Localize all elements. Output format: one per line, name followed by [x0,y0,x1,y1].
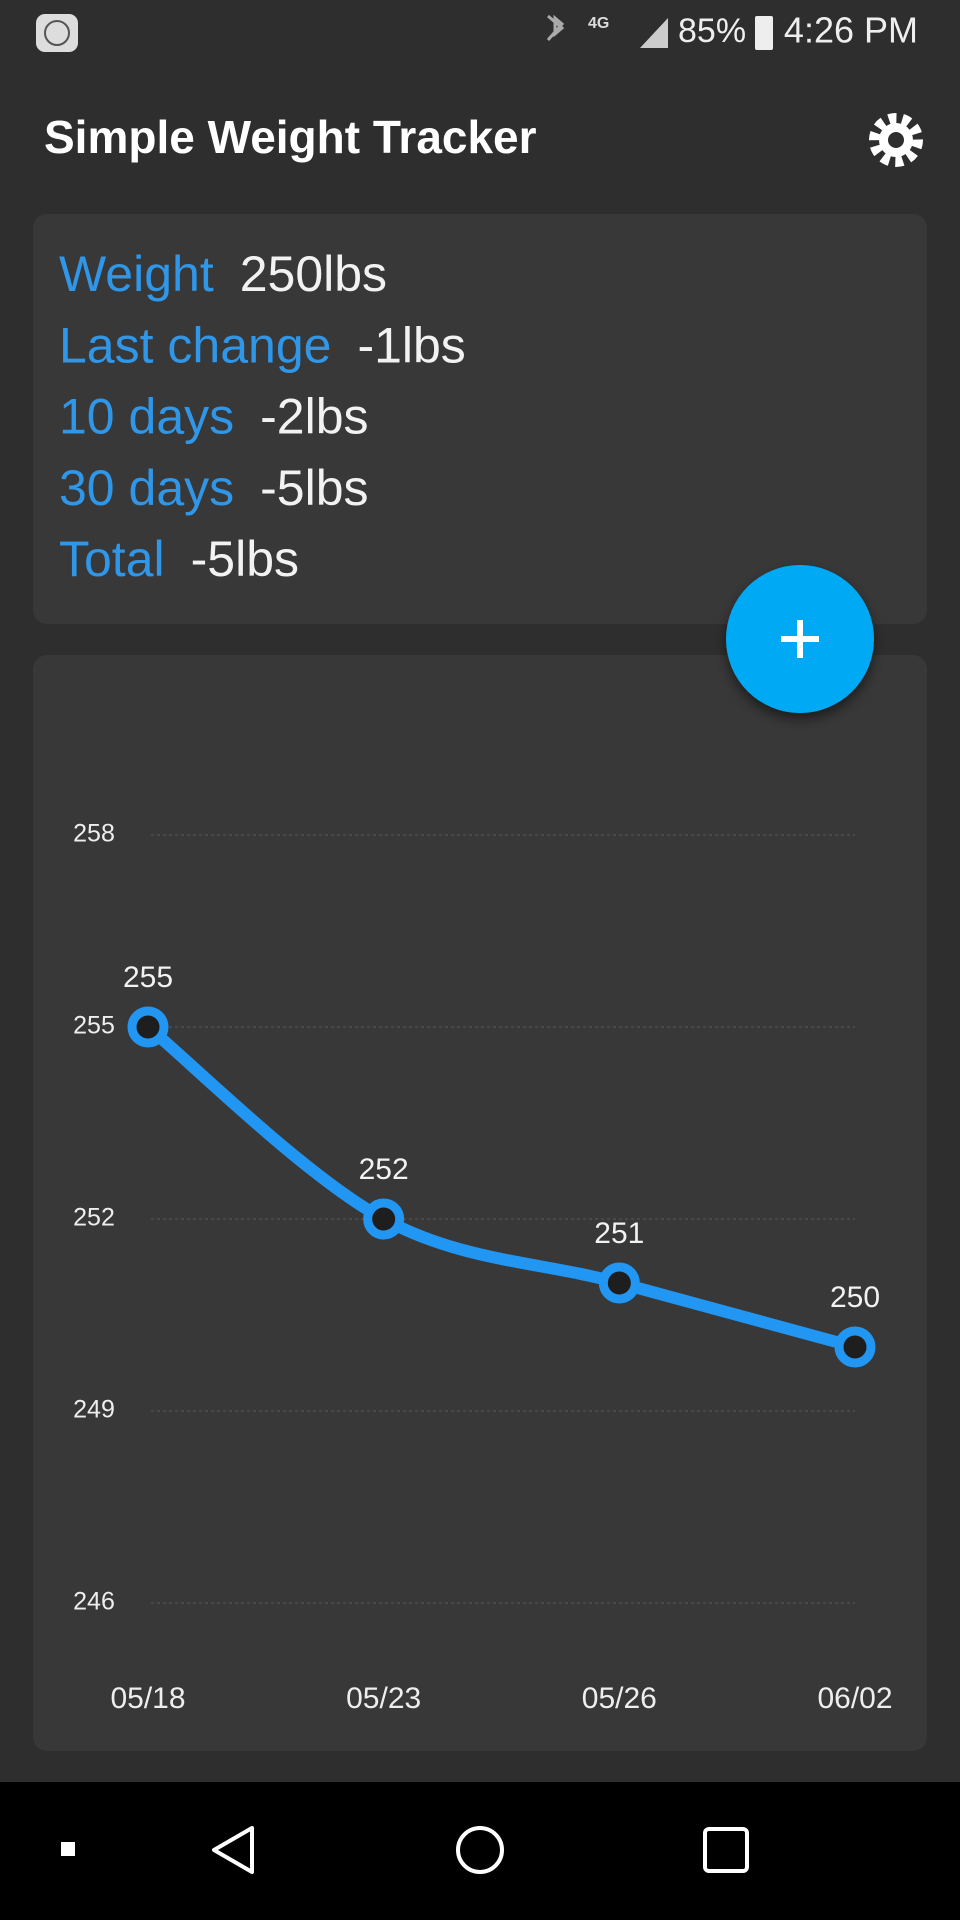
settings-button[interactable] [869,113,923,167]
mi-icon [36,14,78,52]
stat-value: -5lbs [191,531,299,587]
signal-icon [640,18,668,48]
app-title: Simple Weight Tracker [44,111,537,163]
stat-label: Weight [59,246,214,302]
point [127,1006,169,1048]
add-button[interactable] [726,565,874,713]
stat-value: -5lbs [260,460,368,516]
stat-value: 250lbs [240,246,387,302]
chart-card [33,655,927,1751]
stat-label: Last change [59,318,331,374]
nav-recents[interactable] [703,1827,749,1873]
y-tick-label: 255 [73,1012,115,1040]
stat-label: 10 days [59,389,234,445]
data-label: 255 [123,961,173,994]
data-label: 251 [594,1217,644,1250]
x-tick-label: 06/02 [817,1682,892,1715]
data-label: 250 [830,1281,880,1314]
nav-back[interactable] [212,1826,254,1874]
mi-icon-ring [44,20,70,46]
y-tick-label: 258 [73,820,115,848]
gear-hole [888,132,904,148]
gear-teeth [869,113,923,167]
stat-value: -2lbs [260,389,368,445]
nav-home[interactable] [456,1826,504,1874]
stat-row: Weight 250lbs [59,246,387,302]
nav-bar [0,1782,960,1920]
y-tick-label: 246 [73,1588,115,1616]
battery-level: 85% [678,12,746,50]
bluetooth-icon [546,14,565,41]
y-tick-label: 252 [73,1204,115,1232]
point [598,1262,640,1304]
stat-value: -1lbs [357,318,465,374]
stat-row: Last change -1lbs [59,318,466,374]
stat-row: 30 days -5lbs [59,460,369,516]
y-tick-label: 249 [73,1396,115,1424]
x-tick-label: 05/23 [346,1682,421,1715]
nav-menu[interactable] [61,1842,75,1856]
stat-label: 30 days [59,460,234,516]
network-label: 4G [588,15,609,32]
stats-card [33,214,927,624]
x-tick-label: 05/26 [582,1682,657,1715]
clock: 4:26 PM [784,10,918,51]
stat-label: Total [59,531,165,587]
point [834,1326,876,1368]
x-tick-label: 05/18 [110,1682,185,1715]
stats-list: Weight 250lbs Last change -1lbs 10 days -2lbs… [59,246,466,587]
fab-plus [781,620,819,658]
battery-icon [755,16,773,50]
stat-row: 10 days -2lbs [59,389,369,445]
chart: 246 249 252 255 258 05/18 05/23 05/26 06/02 255 25… [73,820,892,1715]
stat-row: Total -5lbs [59,531,299,587]
line [144,1022,857,1353]
point [363,1198,405,1240]
data-label: 252 [359,1153,409,1186]
